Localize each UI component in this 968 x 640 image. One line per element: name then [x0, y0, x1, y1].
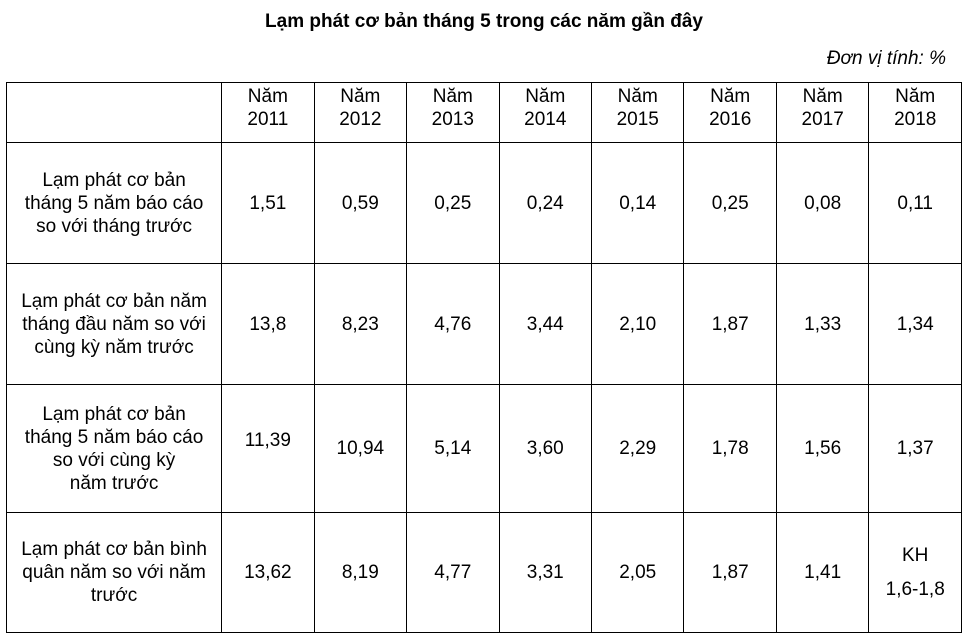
value-cell: 13,8 [221, 263, 315, 385]
value-cell: 1,78 [683, 384, 777, 513]
value-cell: 0,59 [313, 142, 408, 264]
value-cell: 0,08 [775, 142, 870, 264]
value-cell: 4,77 [406, 512, 500, 633]
value-cell: 5,14 [406, 384, 500, 513]
header-year-2014: Năm 2014 [498, 82, 593, 143]
table-row: Lạm phát cơ bản bình quân năm so với năm t… [5, 512, 962, 633]
value-cell: 3,44 [498, 263, 593, 385]
value-cell: 4,76 [406, 263, 500, 385]
value-cell: 0,25 [406, 142, 500, 264]
corner-cell [5, 82, 223, 143]
value-cell: 8,19 [313, 512, 408, 633]
row-label: Lạm phát cơ bản bình quân năm so với năm t… [5, 512, 223, 633]
inflation-table: Năm 2011 Năm 2012 Năm 2013 Năm 2014 Năm 2015 … [5, 82, 962, 633]
table-row: Lạm phát cơ bản tháng 5 năm báo cáo so với… [5, 384, 962, 513]
value-cell: 1,37 [868, 384, 962, 513]
value-cell: 1,87 [683, 512, 777, 633]
row-label: Lạm phát cơ bản tháng 5 năm báo cáo so với… [5, 384, 223, 513]
page-title: Lạm phát cơ bản tháng 5 trong các năm gầ… [265, 11, 703, 32]
value-cell: 1,41 [775, 512, 870, 633]
row-label: Lạm phát cơ bản năm tháng đầu năm so với c… [5, 263, 223, 385]
header-year-2011: Năm 2011 [221, 82, 315, 143]
value-cell: 2,29 [590, 384, 685, 513]
value-cell-plan: KH 1,6-1,8 [868, 512, 962, 633]
value-cell: 8,23 [313, 263, 408, 385]
value-cell: 2,10 [590, 263, 685, 385]
value-cell: 1,34 [868, 263, 962, 385]
table-row: Lạm phát cơ bản tháng 5 năm báo cáo so với… [5, 142, 962, 264]
value-cell: 1,87 [683, 263, 777, 385]
table-row: Lạm phát cơ bản năm tháng đầu năm so với c… [5, 263, 962, 385]
value-cell: 13,62 [221, 512, 315, 633]
value-cell: 0,14 [590, 142, 685, 264]
value-cell: 0,24 [498, 142, 593, 264]
header-year-2017: Năm 2017 [775, 82, 870, 143]
header-year-2012: Năm 2012 [313, 82, 408, 143]
value-cell: 10,94 [313, 384, 408, 513]
value-cell: 11,39 [221, 384, 315, 513]
header-year-2016: Năm 2016 [683, 82, 777, 143]
table-header-row: Năm 2011 Năm 2012 Năm 2013 Năm 2014 Năm 2015 … [5, 82, 962, 143]
header-year-2013: Năm 2013 [406, 82, 500, 143]
value-cell: 1,51 [221, 142, 315, 264]
value-cell: 2,05 [590, 512, 685, 633]
header-year-2018: Năm 2018 [868, 82, 962, 143]
row-label: Lạm phát cơ bản tháng 5 năm báo cáo so với… [5, 142, 223, 264]
value-cell: 1,56 [775, 384, 870, 513]
value-cell: 3,60 [498, 384, 593, 513]
header-year-2015: Năm 2015 [590, 82, 685, 143]
value-cell: 3,31 [498, 512, 593, 633]
value-cell: 0,11 [868, 142, 962, 264]
unit-note: Đơn vị tính: % [826, 48, 946, 69]
value-cell: 1,33 [775, 263, 870, 385]
value-cell: 0,25 [683, 142, 777, 264]
